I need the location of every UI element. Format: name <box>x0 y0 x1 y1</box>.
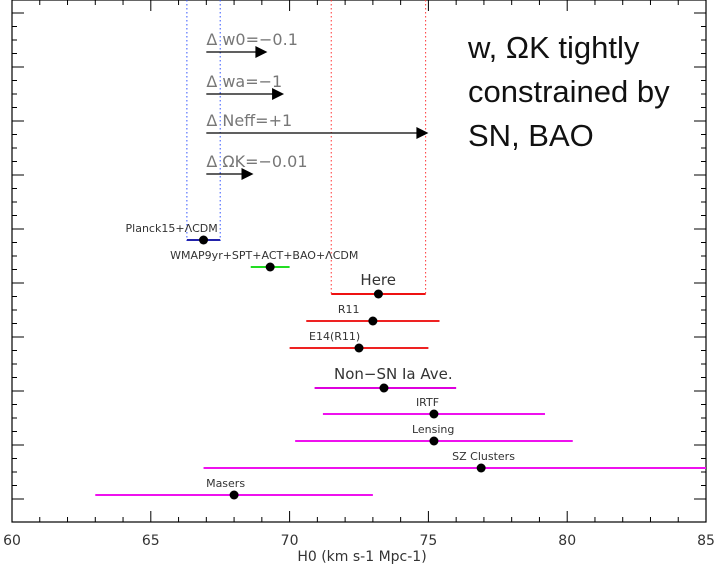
measurement-point <box>229 490 239 500</box>
x-tick-label: 70 <box>281 533 299 549</box>
x-axis-label: H0 (km s-1 Mpc-1) <box>297 549 427 565</box>
shift-label: Δ Neff=+1 <box>206 111 292 130</box>
shift-label: Δ ΩK=−0.01 <box>206 152 307 171</box>
measurement-point <box>429 409 439 419</box>
measurement-label: Lensing <box>412 423 454 436</box>
measurement-label: IRTF <box>416 396 439 409</box>
measurement-label: E14(R11) <box>309 330 360 343</box>
plot-frame <box>11 0 707 523</box>
x-tick-label: 85 <box>697 533 715 549</box>
measurement-point <box>429 436 439 446</box>
axis-ticks <box>11 0 707 522</box>
measurement-label: Planck15+ΛCDM <box>126 222 218 235</box>
shift-arrow-head <box>241 168 254 180</box>
x-tick-label: 60 <box>3 533 21 549</box>
reference-bands <box>186 0 427 295</box>
measurement-label: Non−SN Ia Ave. <box>334 365 453 383</box>
shift-label: Δ w0=−0.1 <box>206 30 298 49</box>
x-tick-labels: 60 65 70 75 80 85 <box>3 533 715 549</box>
x-tick-label: 65 <box>142 533 160 549</box>
measurement-point <box>354 343 364 353</box>
shift-arrow-head <box>272 88 285 100</box>
shift-label: Δ wa=−1 <box>206 72 282 91</box>
measurement-point <box>199 235 209 245</box>
x-tick-label: 80 <box>558 533 576 549</box>
callout-line-2: constrained by <box>468 74 670 109</box>
measurements: Planck15+ΛCDM WMAP9yr+SPT+ACT+BAO+ΛCDMHer… <box>95 222 706 500</box>
measurement-point <box>265 262 275 272</box>
measurement-point <box>373 289 383 299</box>
measurement-label: WMAP9yr+SPT+ACT+BAO+ΛCDM <box>170 249 358 262</box>
shift-arrows: Δ w0=−0.1 Δ wa=−1 Δ Neff=+1 Δ ΩK=−0.01 <box>206 30 429 180</box>
measurement-label: R11 <box>338 303 360 316</box>
measurement-point <box>368 316 378 326</box>
measurement-point <box>476 463 486 473</box>
x-tick-label: 75 <box>419 533 437 549</box>
measurement-point <box>379 383 389 393</box>
callout-text: w, ΩK tightly constrained by SN, BAO <box>468 26 670 158</box>
measurement-label: Masers <box>206 477 245 490</box>
measurement-label: SZ Clusters <box>452 450 515 463</box>
shift-arrow-head <box>416 127 429 139</box>
callout-line-3: SN, BAO <box>468 118 594 153</box>
measurement-label: Here <box>360 271 396 289</box>
shift-arrow-head <box>255 46 268 58</box>
callout-line-1: w, ΩK tightly <box>468 30 640 65</box>
